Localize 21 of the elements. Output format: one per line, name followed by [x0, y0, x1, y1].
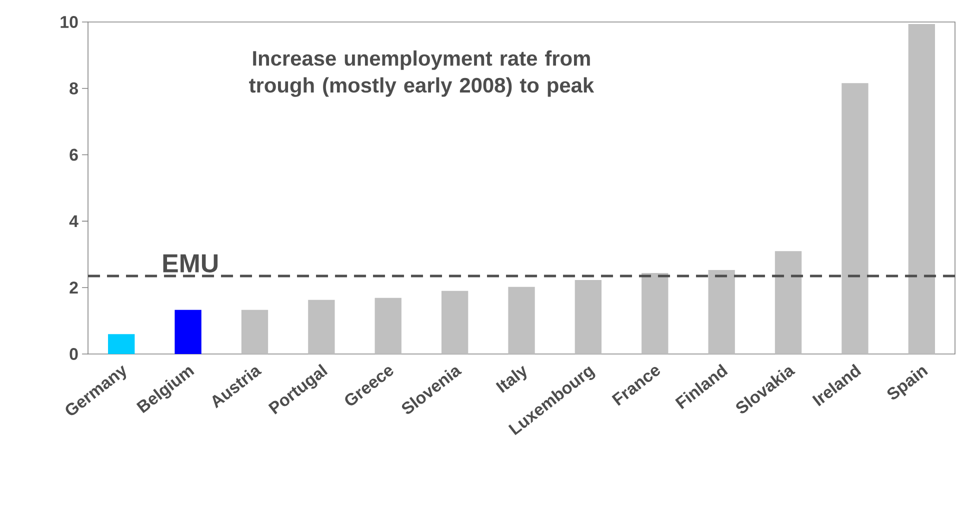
bar	[842, 83, 868, 354]
y-tick-label: 0	[70, 348, 78, 360]
y-tick-label: 6	[70, 148, 78, 161]
bar	[574, 280, 602, 354]
bar	[908, 24, 935, 354]
annotation: Increase unemployment rate from trough (mostly early 2008) to peak	[249, 50, 594, 97]
bar	[374, 298, 402, 354]
y-tick-label: 10	[60, 16, 78, 28]
bar	[108, 334, 135, 354]
y-tick-label: 2	[70, 282, 78, 294]
ref-line-label: EMU	[163, 254, 218, 272]
bar	[774, 251, 802, 354]
bar	[241, 310, 268, 354]
bar	[308, 300, 335, 354]
bar	[708, 270, 735, 354]
bar	[174, 310, 202, 354]
y-tick-label: 4	[69, 215, 78, 228]
y-tick-label: 8	[70, 82, 78, 94]
bar	[441, 290, 468, 354]
bar	[508, 286, 535, 354]
bar	[642, 272, 668, 354]
